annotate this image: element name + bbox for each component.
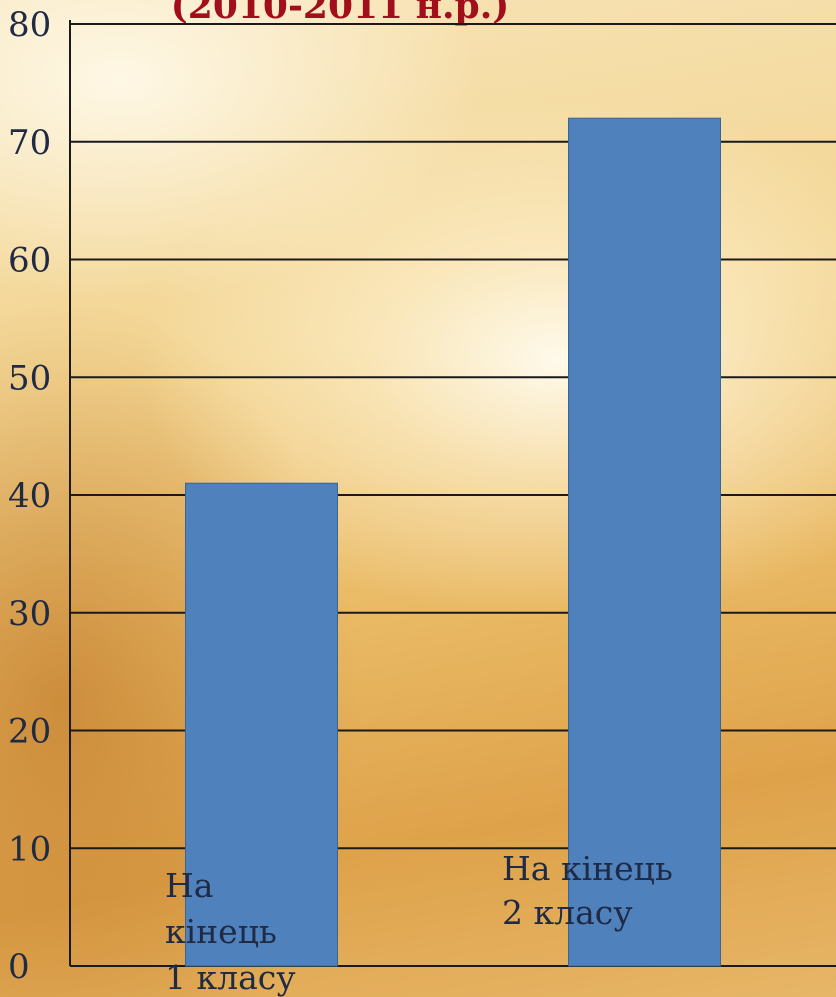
category-labels: На кінець 1 класу На кінець 2 класу — [165, 849, 673, 997]
category-label-line: кінець — [165, 912, 277, 951]
y-tick-label: 10 — [8, 829, 51, 869]
chart-title: (2010-2011 н.р.) — [171, 0, 510, 27]
gridlines — [70, 23, 836, 967]
y-tick-label: 40 — [8, 476, 51, 516]
y-tick-label: 70 — [8, 123, 51, 163]
category-label-line: 2 класу — [502, 893, 633, 932]
bar-1 — [185, 482, 338, 967]
y-tick-label: 20 — [8, 712, 51, 752]
y-tick-label: 0 — [8, 947, 30, 987]
bars — [185, 117, 721, 967]
category-label-2: На кінець 2 класу — [502, 849, 673, 932]
category-label-line: 1 класу — [165, 958, 296, 997]
y-tick-label: 60 — [8, 241, 51, 281]
category-label-line: На кінець — [502, 849, 673, 888]
category-label-line: На — [165, 866, 213, 905]
y-tick-label: 50 — [8, 358, 51, 398]
y-axis-ticks: 0 10 20 30 40 50 60 70 80 — [8, 5, 51, 987]
bar-2 — [568, 117, 721, 967]
y-tick-label: 30 — [8, 594, 51, 634]
y-tick-label: 80 — [8, 5, 51, 45]
category-label-1: На кінець 1 класу — [165, 866, 296, 997]
